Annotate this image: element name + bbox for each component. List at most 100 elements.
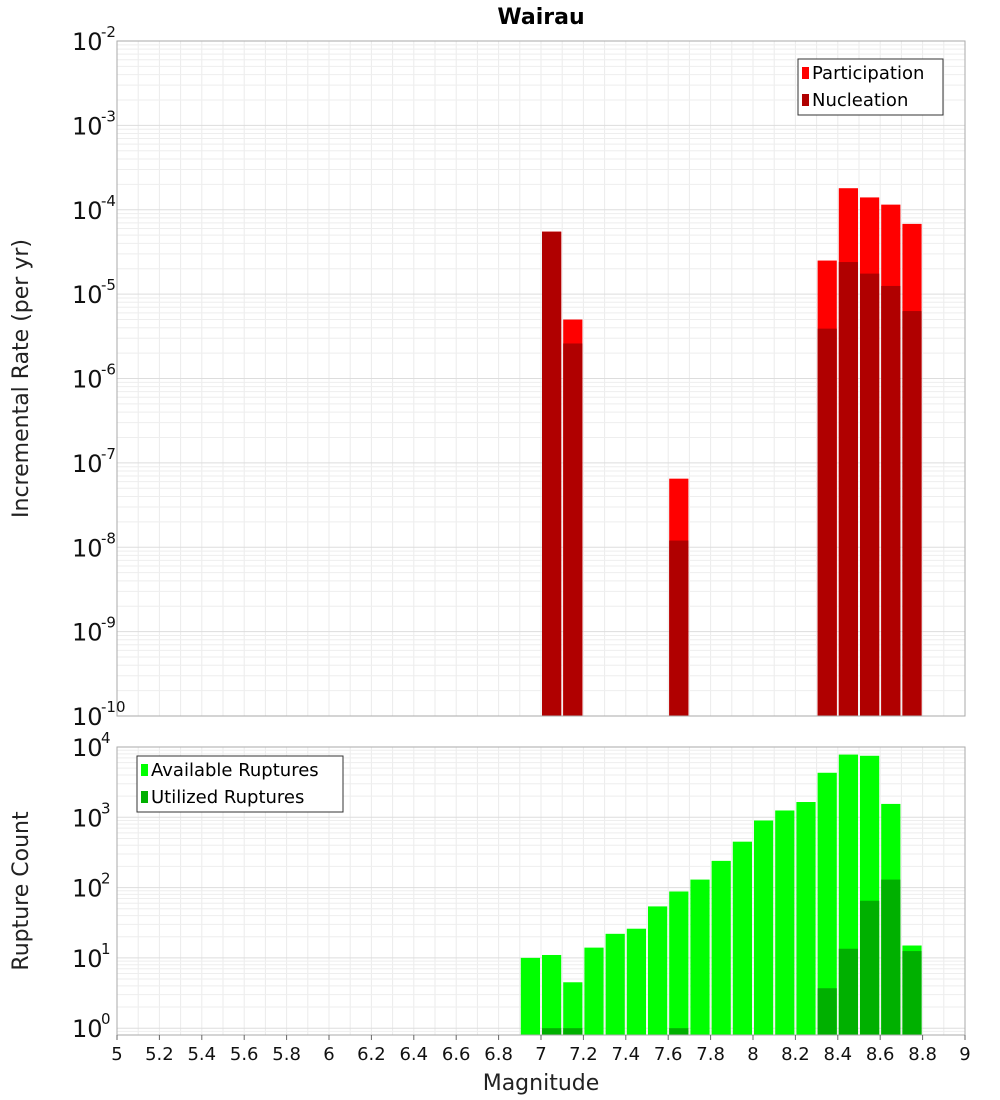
bar-available-ruptures xyxy=(542,954,562,1035)
bar-available-ruptures xyxy=(669,891,689,1035)
y-tick-label: 10 xyxy=(72,875,103,903)
bars-rate xyxy=(542,188,922,717)
bar-available-ruptures xyxy=(754,820,774,1035)
bar-utilized-ruptures xyxy=(838,948,858,1035)
y-tick-label: 10 xyxy=(72,534,103,562)
legend: Available Ruptures Utilized Ruptures xyxy=(136,755,344,813)
legend-entry: Nucleation xyxy=(812,90,908,111)
y-tick-exponent: 4 xyxy=(101,729,111,747)
y-tick-label: 10 xyxy=(72,112,103,140)
bar-nucleation xyxy=(860,273,880,716)
y-tick-exponent: 3 xyxy=(101,799,111,817)
y-tick-label: 10 xyxy=(72,450,103,478)
bar-available-ruptures xyxy=(817,772,837,1035)
bar-utilized-ruptures xyxy=(902,951,922,1035)
bar-available-ruptures xyxy=(732,841,752,1035)
legend-swatch xyxy=(802,67,809,79)
bar-available-ruptures xyxy=(626,928,646,1035)
bar-available-ruptures xyxy=(775,810,795,1035)
panel-rate: 10-1010-910-810-710-610-510-410-310-2Inc… xyxy=(9,23,966,731)
bar-available-ruptures xyxy=(796,802,816,1035)
y-tick-exponent: -8 xyxy=(101,529,116,547)
y-tick-label: 10 xyxy=(72,804,103,832)
y-tick-exponent: -9 xyxy=(101,614,116,632)
bars-count xyxy=(520,754,922,1035)
bar-available-ruptures xyxy=(584,947,604,1035)
y-axis-label: Rupture Count xyxy=(9,811,34,971)
y-tick-exponent: 2 xyxy=(101,870,111,888)
y-tick-exponent: 0 xyxy=(101,1010,111,1028)
y-tick-exponent: -4 xyxy=(101,192,116,210)
bar-available-ruptures xyxy=(690,879,710,1035)
y-tick-exponent: -3 xyxy=(101,107,116,125)
bar-utilized-ruptures xyxy=(563,1028,583,1035)
x-tick-label: 7.6 xyxy=(654,1044,683,1065)
legend-swatch xyxy=(141,764,148,776)
x-tick-label: 7.2 xyxy=(569,1044,598,1065)
bar-utilized-ruptures xyxy=(881,879,901,1035)
bar-available-ruptures xyxy=(563,982,583,1035)
x-tick-labels: 5 5.2 5.4 5.6 5.8 6 6.2 6.4 6.6 6.8 7 7.2 7.4 7.6 7.8 8… xyxy=(111,1035,971,1065)
x-tick-label: 9 xyxy=(959,1044,970,1065)
bar-nucleation xyxy=(902,311,922,716)
bar-utilized-ruptures xyxy=(860,900,880,1035)
x-tick-label: 8.6 xyxy=(866,1044,895,1065)
x-tick-label: 8.2 xyxy=(781,1044,810,1065)
x-tick-label: 6.8 xyxy=(484,1044,513,1065)
y-tick-label: 10 xyxy=(72,281,103,309)
y-tick-exponent: -7 xyxy=(101,445,116,463)
x-tick-label: 5.6 xyxy=(230,1044,259,1065)
y-tick-label: 10 xyxy=(72,945,103,973)
y-tick-exponent: -10 xyxy=(101,698,126,716)
x-tick-label: 7 xyxy=(535,1044,546,1065)
legend-entry: Available Ruptures xyxy=(151,760,319,781)
y-tick-label: 10 xyxy=(72,734,103,762)
y-tick-exponent: 1 xyxy=(101,940,111,958)
bar-nucleation xyxy=(542,231,562,716)
legend-box xyxy=(797,58,944,116)
bar-utilized-ruptures xyxy=(542,1028,562,1035)
x-tick-label: 6.6 xyxy=(442,1044,471,1065)
y-tick-exponent: -5 xyxy=(101,276,116,294)
x-tick-label: 7.8 xyxy=(696,1044,725,1065)
x-tick-label: 8.8 xyxy=(908,1044,937,1065)
chart-title: Wairau xyxy=(497,5,584,30)
bar-utilized-ruptures xyxy=(817,988,837,1035)
x-tick-label: 7.4 xyxy=(611,1044,640,1065)
x-tick-label: 6 xyxy=(323,1044,334,1065)
y-tick-label: 10 xyxy=(72,1015,103,1043)
legend-swatch xyxy=(141,791,148,803)
x-axis-label: Magnitude xyxy=(483,1071,600,1096)
y-tick-label: 10 xyxy=(72,703,103,731)
x-tick-label: 6.4 xyxy=(399,1044,428,1065)
y-tick-exponent: -6 xyxy=(101,361,116,379)
x-tick-label: 5.2 xyxy=(145,1044,174,1065)
legend-entry: Participation xyxy=(812,63,924,84)
x-tick-label: 6.2 xyxy=(357,1044,386,1065)
plot-border xyxy=(116,40,966,717)
y-axis-label: Incremental Rate (per yr) xyxy=(9,239,34,518)
x-tick-label: 5.8 xyxy=(272,1044,301,1065)
bar-available-ruptures xyxy=(711,860,731,1035)
bar-available-ruptures xyxy=(520,957,540,1035)
y-tick-exponent: -2 xyxy=(101,23,116,41)
gridlines xyxy=(116,40,966,717)
bar-nucleation xyxy=(563,343,583,716)
legend-box xyxy=(136,755,344,813)
bar-nucleation xyxy=(669,540,689,716)
legend-swatch xyxy=(802,94,809,106)
bar-nucleation xyxy=(817,328,837,716)
bar-nucleation xyxy=(881,285,901,716)
y-tick-label: 10 xyxy=(72,197,103,225)
y-tick-label: 10 xyxy=(72,619,103,647)
y-tick-label: 10 xyxy=(72,28,103,56)
x-tick-label: 5.4 xyxy=(187,1044,216,1065)
x-tick-label: 5 xyxy=(111,1044,122,1065)
y-tick-label: 10 xyxy=(72,366,103,394)
bar-nucleation xyxy=(838,262,858,716)
x-tick-label: 8.4 xyxy=(823,1044,852,1065)
